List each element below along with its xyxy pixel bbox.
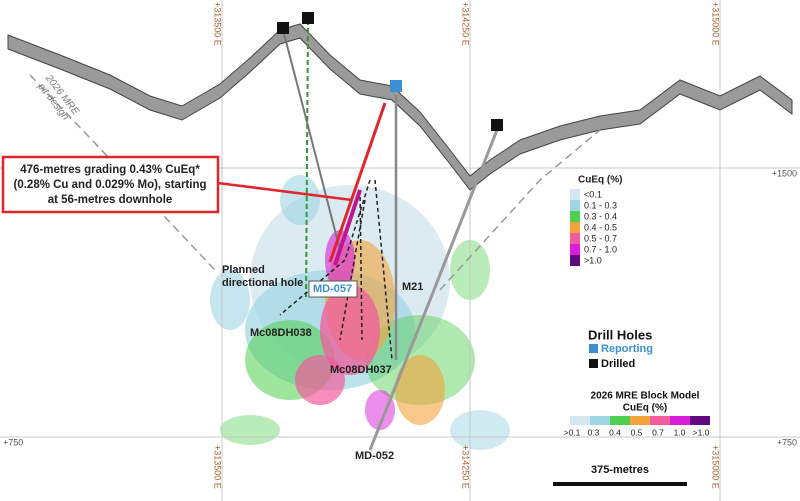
block-model-patch: [365, 390, 395, 430]
colorbar-label: 0.7: [652, 427, 664, 437]
md057-highlight: [333, 189, 362, 266]
block-model-patch: [210, 270, 250, 330]
colorbar-swatch: [670, 416, 690, 425]
colorbar-swatch: [630, 416, 650, 425]
block-model-patch: [280, 175, 320, 225]
colorbar-label: 0.4: [609, 427, 621, 437]
easting-label: +315000 E: [711, 445, 721, 489]
colorbar-swatch: [570, 416, 590, 425]
drill-trace: [368, 129, 499, 451]
colorbar-swatch: [650, 416, 670, 425]
drill-trace: [282, 29, 341, 251]
drilled-collar: [491, 119, 503, 131]
block-model-patch: [295, 355, 345, 405]
block-model-patch: [220, 415, 280, 445]
block-model-patch: [325, 230, 355, 290]
colorbar-swatch: [690, 416, 710, 425]
drill-label: Mc08DH038: [250, 327, 312, 339]
easting-label: +314250 E: [461, 445, 471, 489]
colorbar-label: >0.1: [564, 427, 581, 437]
callout-text: 476-metres grading 0.43% CuEq*: [20, 164, 200, 176]
hole-legend-label: Drilled: [601, 358, 635, 370]
grade-legend-label: 0.5 - 0.7: [584, 233, 617, 243]
callout-text: at 56-metres downhole: [48, 194, 173, 206]
grade-legend-label: 0.1 - 0.3: [584, 200, 617, 210]
easting-label: +314250 E: [461, 2, 471, 46]
drill-trace: [374, 179, 393, 361]
drill-trace: [328, 102, 387, 263]
grade-legend-label: 0.4 - 0.5: [584, 222, 617, 232]
drill-trace: [279, 179, 371, 316]
grade-legend-label: 0.7 - 1.0: [584, 244, 617, 254]
pit-outline: [439, 129, 601, 291]
easting-label: +313500 E: [213, 2, 223, 46]
drill-label: Mc08DH037: [330, 364, 392, 376]
grade-legend-label: >1.0: [584, 255, 602, 265]
md057-label-box: [308, 280, 358, 298]
drill-label: MD-052: [355, 450, 394, 462]
colorbar-title: 2026 MRE Block Model: [591, 391, 700, 402]
colorbar-label: 1.0: [674, 427, 686, 437]
colorbar-title: CuEq (%): [623, 403, 667, 414]
block-model-patch: [395, 355, 445, 425]
elevation-label: +1500: [772, 168, 797, 178]
hole-swatch: [589, 359, 598, 368]
grade-legend-label: <0.1: [584, 189, 602, 199]
colorbar-label: 0.5: [631, 427, 643, 437]
hole-legend-label: Reporting: [601, 343, 653, 355]
planned-hole-label: Planned: [222, 264, 265, 276]
colorbar-label: 0.3: [588, 427, 600, 437]
grade-swatch: [570, 244, 580, 255]
easting-label: +313500 E: [213, 445, 223, 489]
callout-text: (0.28% Cu and 0.029% Mo), starting: [14, 179, 207, 191]
grade-swatch: [570, 255, 580, 266]
planned-hole-label: directional hole: [222, 277, 303, 289]
grade-swatch: [570, 189, 580, 200]
callout-box: [1, 155, 220, 214]
grade-swatch: [570, 211, 580, 222]
topography: [7, 23, 793, 191]
scale-bar-label: 375-metres: [591, 464, 649, 476]
elevation-label: +750: [777, 437, 797, 447]
grade-swatch: [570, 222, 580, 233]
drill-label: M21: [402, 281, 423, 293]
block-model-patch: [320, 285, 380, 375]
grade-legend-label: 0.3 - 0.4: [584, 211, 617, 221]
drilled-collar: [277, 22, 289, 34]
reporting-collar: [390, 80, 402, 92]
grade-legend-title: CuEq (%): [578, 175, 622, 186]
hole-legend-title: Drill Holes: [588, 327, 652, 342]
block-model-patch: [450, 410, 510, 450]
colorbar-swatch: [590, 416, 610, 425]
elevation-label: +750: [3, 437, 23, 447]
drilled-collar: [302, 12, 314, 24]
colorbar-swatch: [610, 416, 630, 425]
colorbar-label: >1.0: [693, 427, 710, 437]
callout-leader: [217, 181, 353, 202]
easting-label: +315000 E: [711, 2, 721, 46]
drill-trace: [339, 199, 366, 341]
grade-swatch: [570, 200, 580, 211]
drill-trace: [305, 19, 309, 301]
grade-swatch: [570, 233, 580, 244]
hole-swatch: [589, 344, 598, 353]
drill-label: MD-057: [313, 283, 352, 295]
